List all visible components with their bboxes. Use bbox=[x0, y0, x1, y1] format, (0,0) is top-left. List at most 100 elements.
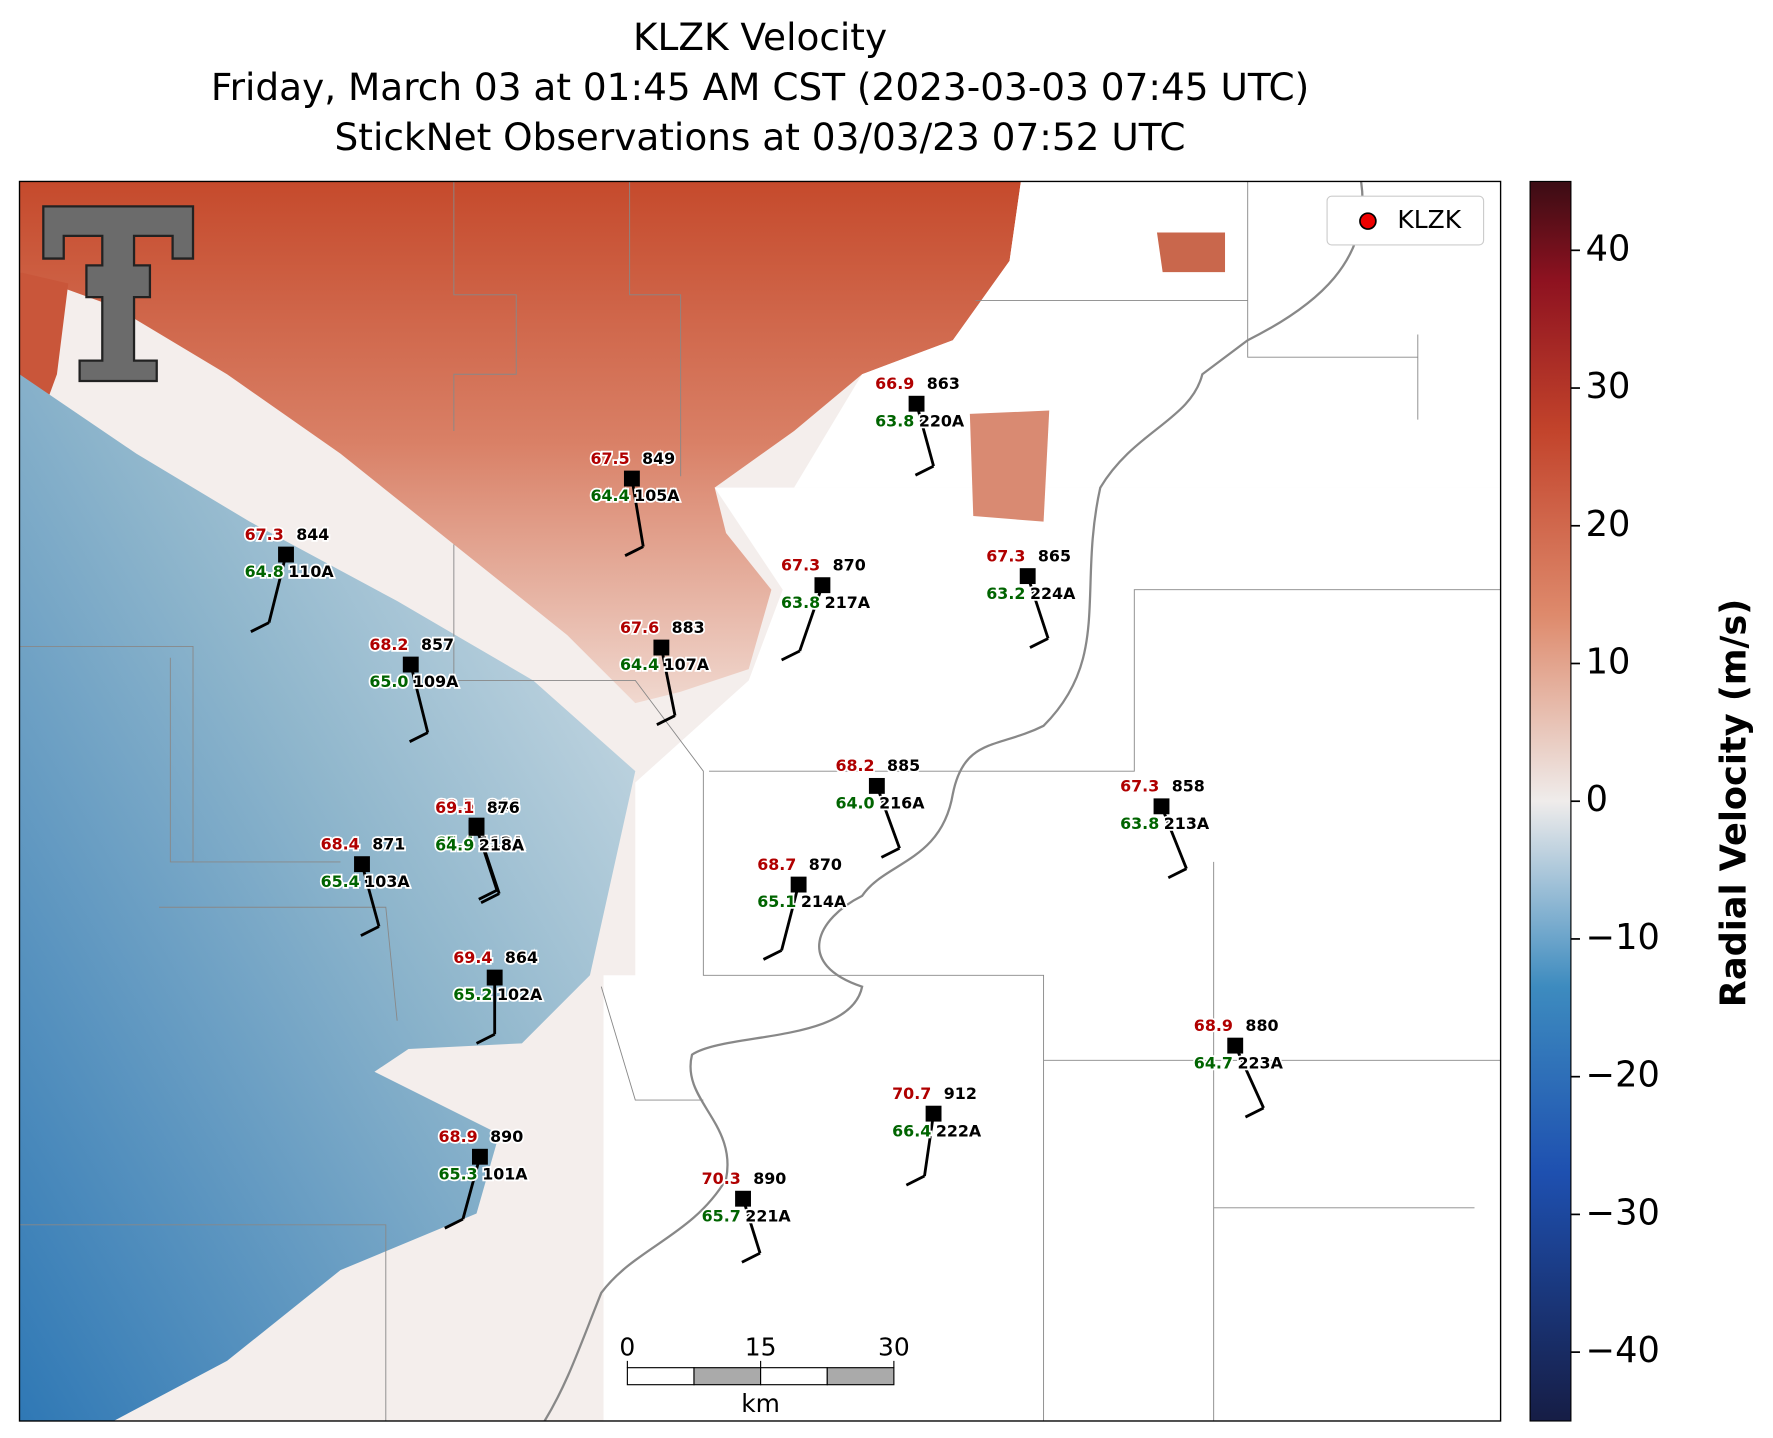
station-id: 213A bbox=[1164, 814, 1210, 833]
title-line: KLZK Velocity bbox=[633, 15, 887, 59]
wind-barb bbox=[360, 863, 381, 927]
station-number: 870 bbox=[809, 855, 842, 874]
dewpoint: 65.4 bbox=[321, 872, 360, 891]
dewpoint: 63.8 bbox=[781, 593, 820, 612]
dewpoint: 63.8 bbox=[875, 411, 914, 430]
wind-barb bbox=[875, 785, 901, 849]
temperature: 68.9 bbox=[439, 1127, 478, 1146]
wind-barb-flag bbox=[1244, 1106, 1265, 1119]
station-marker bbox=[790, 876, 807, 893]
station-marker bbox=[623, 470, 640, 487]
wind-barb-flag bbox=[905, 1174, 926, 1187]
wind-barb-flag bbox=[250, 621, 270, 633]
station-number: 846 bbox=[487, 796, 520, 815]
scale-tick-label: 0 bbox=[619, 1332, 635, 1361]
wind-barb-flag bbox=[444, 1217, 464, 1230]
station-number: 870 bbox=[833, 555, 866, 574]
wind-barb bbox=[915, 403, 935, 467]
title-line: Friday, March 03 at 01:45 AM CST (2023-0… bbox=[211, 65, 1309, 109]
scale-segment bbox=[760, 1367, 828, 1386]
station-marker bbox=[1227, 1037, 1244, 1054]
temperature: 67.3 bbox=[781, 555, 820, 574]
wind-barb-flag bbox=[480, 892, 500, 904]
wind-barb-flag bbox=[656, 714, 676, 726]
colorbar-tick-label: 10 bbox=[1586, 641, 1631, 682]
wind-barb-flag bbox=[1029, 637, 1049, 649]
temperature: 66.9 bbox=[875, 374, 914, 393]
scale-tick-label: 15 bbox=[745, 1332, 777, 1361]
station-id: 112A bbox=[479, 833, 525, 852]
river bbox=[543, 181, 1364, 1422]
station-number: 883 bbox=[672, 618, 705, 637]
title-line: StickNet Observations at 03/03/23 07:52 … bbox=[335, 115, 1186, 159]
dewpoint: 65.0 bbox=[369, 672, 408, 691]
station-marker bbox=[814, 577, 831, 594]
dewpoint: 65.3 bbox=[439, 1164, 478, 1183]
temperature: 67.5 bbox=[590, 449, 629, 468]
wind-barb bbox=[475, 827, 499, 891]
colorbar-tick-label: −20 bbox=[1586, 1055, 1660, 1096]
station-id: 216A bbox=[879, 794, 925, 813]
station-marker bbox=[486, 969, 503, 986]
wind-barb bbox=[780, 884, 800, 951]
temperature: 67.3 bbox=[245, 525, 284, 544]
station-number: 858 bbox=[1172, 777, 1205, 796]
temperature: 67.6 bbox=[620, 618, 659, 637]
station-number: 871 bbox=[372, 834, 405, 853]
wind-barb-flag bbox=[914, 464, 935, 477]
station-id: 221A bbox=[745, 1206, 791, 1225]
temperature: 68.7 bbox=[757, 855, 796, 874]
dewpoint: 64.4 bbox=[620, 655, 659, 674]
temperature: 67.3 bbox=[986, 546, 1025, 565]
station-id: 107A bbox=[664, 655, 710, 674]
dewpoint: 65.2 bbox=[453, 985, 492, 1004]
temperature: 68.2 bbox=[835, 756, 874, 775]
temperature: 68.5 bbox=[435, 796, 474, 815]
station-marker bbox=[868, 777, 885, 794]
station-marker bbox=[653, 639, 670, 656]
wind-barb-flag bbox=[1167, 867, 1188, 880]
station-marker bbox=[735, 1190, 751, 1207]
station-id: 109A bbox=[413, 672, 459, 691]
station-marker bbox=[925, 1105, 942, 1122]
scale-segment bbox=[693, 1367, 762, 1386]
station-number: 864 bbox=[505, 948, 538, 967]
temperature: 68.4 bbox=[321, 834, 360, 853]
dewpoint: 66.4 bbox=[892, 1121, 931, 1140]
station-marker bbox=[468, 819, 485, 836]
station-marker bbox=[402, 656, 419, 673]
station-number: 912 bbox=[944, 1084, 977, 1103]
wind-barb bbox=[1233, 1045, 1265, 1109]
dewpoint: 63.2 bbox=[986, 584, 1025, 603]
station-number: 849 bbox=[642, 449, 675, 468]
colorbar-tick-label: 0 bbox=[1586, 779, 1608, 820]
wind-barb-flag bbox=[475, 1033, 496, 1045]
station-id: 110A bbox=[288, 562, 334, 581]
dewpoint: 64.9 bbox=[435, 836, 474, 855]
dewpoint: 63.8 bbox=[1120, 814, 1159, 833]
wind-barb-flag bbox=[741, 1251, 761, 1264]
dewpoint: 65.1 bbox=[757, 892, 796, 911]
wind-barb bbox=[267, 554, 288, 623]
station-number: 890 bbox=[490, 1127, 523, 1146]
wind-barb bbox=[659, 647, 677, 716]
station-id: 222A bbox=[936, 1121, 982, 1140]
station-id: 218A bbox=[479, 836, 525, 855]
dewpoint: 65.4 bbox=[435, 833, 474, 852]
legend: KLZK bbox=[1326, 195, 1485, 246]
station-number: 890 bbox=[753, 1169, 786, 1188]
station-id: 217A bbox=[825, 593, 871, 612]
wind-barb-flag bbox=[478, 888, 498, 901]
university-logo bbox=[42, 205, 195, 383]
wind-barb bbox=[630, 478, 645, 547]
colorbar-tick-label: −10 bbox=[1586, 917, 1660, 958]
station-number: 885 bbox=[887, 756, 920, 775]
dewpoint: 64.4 bbox=[590, 486, 629, 505]
county-lines bbox=[19, 181, 1501, 1421]
radar-field bbox=[19, 181, 1501, 1421]
scale-segment bbox=[626, 1367, 695, 1386]
station-marker bbox=[471, 1148, 488, 1165]
temperature: 70.3 bbox=[702, 1169, 741, 1188]
colorbar-tick-label: −40 bbox=[1586, 1330, 1660, 1371]
station-id: 214A bbox=[801, 892, 847, 911]
